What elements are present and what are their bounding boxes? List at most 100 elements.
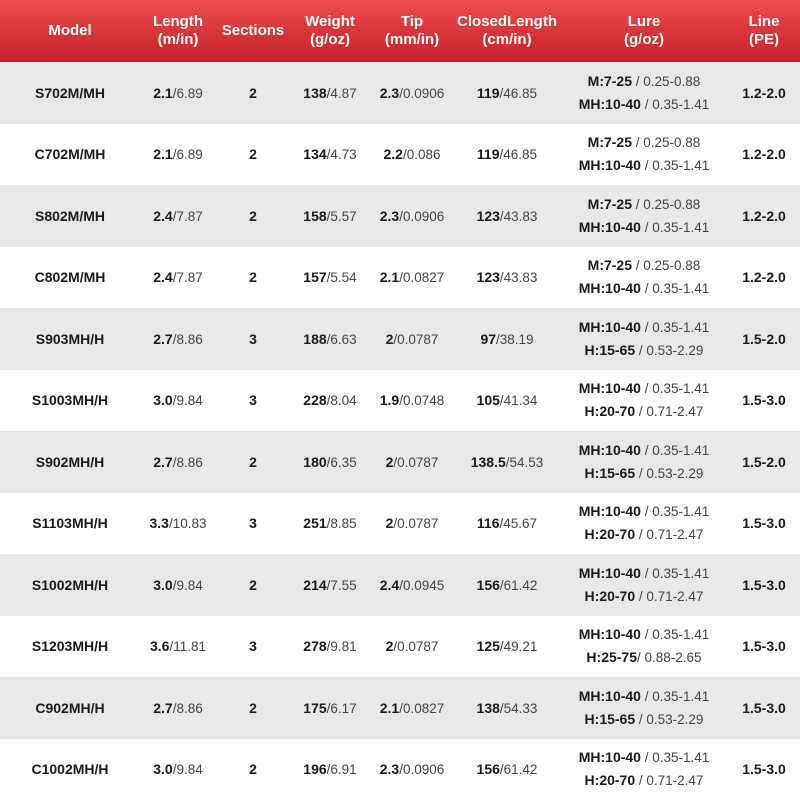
header-label: Tip — [400, 13, 424, 30]
cell-model: S702M/MH — [0, 62, 140, 124]
tip-imperial: /0.0748 — [399, 393, 445, 409]
cell-model: S1002MH/H — [0, 554, 140, 616]
tip-imperial: /0.0827 — [399, 700, 445, 716]
table-row: S1103MH/H 3.3/10.83 3 251/8.85 2/0.0787 116/4… — [0, 492, 800, 554]
table-row: S1003MH/H 3.0/9.84 3 228/8.04 1.9/0.0748 105/… — [0, 369, 800, 431]
lure-value: M:7-25 — [587, 72, 633, 89]
sections-value: 2 — [249, 761, 257, 778]
line-value: 1.2-2.0 — [742, 146, 786, 163]
weight-value: 180 — [303, 453, 327, 470]
lure-value: MH:10-40 — [578, 564, 641, 581]
weight-value: 228 — [303, 392, 327, 409]
line-value: 1.2-2.0 — [742, 84, 786, 101]
closed-length-imperial: /61.42 — [499, 577, 538, 593]
header-length: Length (m/in) — [140, 0, 216, 62]
tip-value: 1.9 — [379, 392, 400, 409]
lure-value: MH:10-40 — [578, 95, 641, 112]
weight-imperial: /6.17 — [326, 700, 357, 716]
header-label: Length — [153, 13, 203, 30]
lure-value: H:15-65 — [584, 464, 636, 481]
lure-value: H:20-70 — [584, 403, 636, 420]
cell-model: S902MH/H — [0, 431, 140, 493]
cell-length: 2.1/6.89 — [140, 123, 216, 185]
cell-tip: 2/0.0787 — [370, 308, 454, 370]
table-row: S802M/MH 2.4/7.87 2 158/5.57 2.3/0.0906 123/4… — [0, 185, 800, 247]
length-imperial: /8.86 — [172, 700, 203, 716]
cell-length: 3.0/9.84 — [140, 369, 216, 431]
cell-weight: 138/4.87 — [290, 62, 370, 124]
cell-weight: 196/6.91 — [290, 738, 370, 800]
sections-value: 2 — [249, 699, 257, 716]
model-name: S1003MH/H — [31, 392, 109, 409]
line-value: 1.5-3.0 — [742, 761, 786, 778]
weight-imperial: /8.04 — [326, 393, 357, 409]
length-imperial: /6.89 — [172, 85, 203, 101]
cell-tip: 2.4/0.0945 — [370, 554, 454, 616]
lure-value: MH:10-40 — [578, 687, 641, 704]
closed-length-value: 105 — [476, 392, 500, 409]
weight-value: 196 — [303, 761, 327, 778]
length-value: 2.7 — [153, 699, 173, 716]
table-row: S702M/MH 2.1/6.89 2 138/4.87 2.3/0.0906 119/4… — [0, 62, 800, 124]
sections-value: 2 — [249, 84, 257, 101]
table-row: S903MH/H 2.7/8.86 3 188/6.63 2/0.0787 97/38.1… — [0, 308, 800, 370]
header-label: Line — [748, 13, 780, 30]
cell-length: 3.6/11.81 — [140, 615, 216, 677]
tip-value: 2.1 — [379, 269, 400, 286]
lure-imperial: / 0.88-2.65 — [637, 650, 702, 666]
header-label: Sections — [221, 22, 285, 39]
cell-sections: 2 — [216, 554, 290, 616]
table-row: C902MH/H 2.7/8.86 2 175/6.17 2.1/0.0827 138/5… — [0, 677, 800, 739]
lure-value: MH:10-40 — [578, 749, 641, 766]
cell-tip: 2/0.0787 — [370, 615, 454, 677]
line-value: 1.5-2.0 — [742, 453, 786, 470]
lure-value: H:20-70 — [584, 772, 636, 789]
lure-value: MH:10-40 — [578, 441, 641, 458]
tip-value: 2.2 — [383, 146, 403, 163]
tip-imperial: /0.0945 — [399, 577, 445, 593]
length-imperial: /6.89 — [172, 147, 203, 163]
length-value: 2.1 — [153, 84, 173, 101]
lure-imperial: / 0.35-1.41 — [640, 627, 710, 643]
weight-value: 188 — [303, 330, 327, 347]
table-row: S902MH/H 2.7/8.86 2 180/6.35 2/0.0787 138.5/5… — [0, 431, 800, 493]
tip-value: 2.4 — [379, 576, 400, 593]
cell-sections: 2 — [216, 185, 290, 247]
header-row: Model Length (m/in) Sections Weight (g/oz) Tip… — [0, 0, 800, 62]
table-row: C702M/MH 2.1/6.89 2 134/4.73 2.2/0.086 119/46… — [0, 123, 800, 185]
tip-imperial: /0.0787 — [393, 331, 439, 347]
cell-line: 1.2-2.0 — [728, 185, 800, 247]
header-unit: (g/oz) — [310, 31, 350, 48]
cell-tip: 2.3/0.0906 — [370, 738, 454, 800]
lure-imperial: / 0.35-1.41 — [640, 504, 710, 520]
sections-value: 3 — [249, 515, 257, 532]
weight-imperial: /9.81 — [326, 639, 357, 655]
cell-closed-length: 138/54.33 — [454, 677, 560, 739]
cell-model: S802M/MH — [0, 185, 140, 247]
cell-sections: 3 — [216, 492, 290, 554]
lure-imperial: / 0.71-2.47 — [635, 527, 704, 543]
line-value: 1.5-3.0 — [742, 392, 786, 409]
cell-lure: MH:10-40 / 0.35-1.41 H:25-75/ 0.88-2.65 — [560, 615, 728, 677]
cell-sections: 2 — [216, 677, 290, 739]
lure-value: MH:10-40 — [578, 157, 641, 174]
cell-tip: 2.1/0.0827 — [370, 246, 454, 308]
length-value: 3.6 — [149, 638, 170, 655]
tip-value: 2.3 — [379, 761, 400, 778]
header-unit: (PE) — [749, 31, 779, 48]
closed-length-value: 138.5 — [470, 453, 506, 470]
lure-value: MH:10-40 — [578, 626, 641, 643]
cell-model: C902MH/H — [0, 677, 140, 739]
cell-closed-length: 123/43.83 — [454, 185, 560, 247]
weight-value: 134 — [303, 146, 327, 163]
line-value: 1.2-2.0 — [742, 207, 786, 224]
lure-imperial: / 0.35-1.41 — [640, 219, 710, 235]
weight-imperial: /7.55 — [326, 577, 357, 593]
line-value: 1.5-3.0 — [742, 699, 786, 716]
weight-value: 138 — [303, 84, 327, 101]
model-name: S802M/MH — [34, 207, 106, 224]
weight-value: 157 — [303, 269, 327, 286]
length-value: 3.0 — [153, 392, 173, 409]
cell-length: 2.4/7.87 — [140, 185, 216, 247]
tip-imperial: /0.0906 — [399, 85, 445, 101]
